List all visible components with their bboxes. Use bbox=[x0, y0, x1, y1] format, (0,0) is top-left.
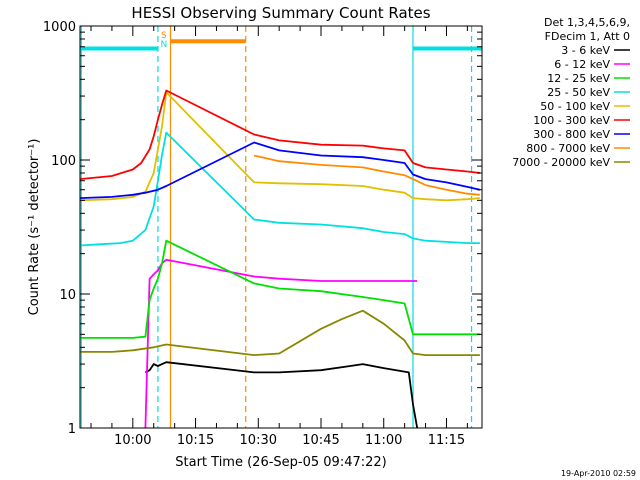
series-line-3 bbox=[80, 131, 480, 247]
series-line-4 bbox=[80, 91, 480, 202]
y-tick-label: 10 bbox=[59, 288, 76, 303]
x-tick-label: 10:00 bbox=[114, 433, 151, 448]
y-tick-label: 1000 bbox=[43, 20, 76, 35]
x-tick-label: 11:00 bbox=[365, 433, 402, 448]
marker-label-n: N bbox=[161, 40, 168, 50]
legend-label-8: 7000 - 20000 keV bbox=[512, 156, 610, 169]
series-line-6 bbox=[80, 141, 481, 199]
series-line-8 bbox=[80, 309, 480, 357]
legend: Det 1,3,4,5,6,9,FDecim 1, Att 03 - 6 keV… bbox=[512, 16, 630, 169]
plot-frame bbox=[79, 25, 483, 429]
legend-label-2: 12 - 25 keV bbox=[547, 72, 610, 85]
series-line-5 bbox=[80, 89, 481, 180]
legend-label-4: 50 - 100 keV bbox=[540, 100, 610, 113]
x-tick-label: 10:30 bbox=[240, 433, 277, 448]
legend-label-3: 25 - 50 keV bbox=[547, 86, 610, 99]
series-line-7 bbox=[253, 154, 480, 196]
footer-timestamp: 19-Apr-2010 02:59 bbox=[561, 469, 636, 478]
legend-label-6: 300 - 800 keV bbox=[533, 128, 610, 141]
x-tick-label: 11:15 bbox=[428, 433, 465, 448]
legend-header-0: Det 1,3,4,5,6,9, bbox=[544, 16, 630, 29]
y-tick-label: 100 bbox=[51, 154, 76, 169]
legend-label-5: 100 - 300 keV bbox=[533, 114, 610, 127]
series-line-1 bbox=[144, 258, 418, 428]
legend-label-7: 800 - 7000 keV bbox=[526, 142, 610, 155]
chart-title: HESSI Observing Summary Count Rates bbox=[131, 4, 430, 22]
series-line-0 bbox=[144, 361, 419, 428]
marker-label-s: S bbox=[161, 31, 167, 41]
y-tick-label: 1 bbox=[68, 422, 76, 437]
x-tick-label: 10:45 bbox=[302, 433, 339, 448]
y-axis-label: Count Rate (s⁻¹ detector⁻¹) bbox=[27, 139, 42, 316]
legend-label-0: 3 - 6 keV bbox=[561, 44, 610, 57]
x-tick-label: 10:15 bbox=[177, 433, 214, 448]
x-axis-label: Start Time (26-Sep-05 09:47:22) bbox=[175, 455, 386, 470]
legend-header-1: FDecim 1, Att 0 bbox=[545, 30, 630, 43]
series-line-2 bbox=[80, 239, 480, 339]
legend-label-1: 6 - 12 keV bbox=[554, 58, 610, 71]
